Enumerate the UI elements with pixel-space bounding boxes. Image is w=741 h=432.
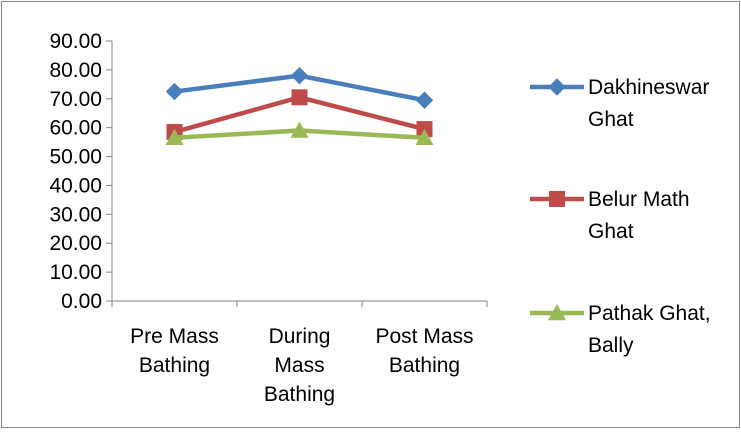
legend-label: Belur Math Ghat [588, 188, 690, 243]
y-axis: 0.00 10.00 20.00 30.00 40.00 50.00 60.00 70.00 8… [49, 30, 113, 313]
y-tick-label: 0.00 [61, 290, 102, 313]
x-tick-label: During Mass Bathing [264, 325, 335, 406]
legend-label-line: Bally [588, 334, 634, 357]
legend-label-line: Ghat [588, 108, 634, 131]
legend-swatch-marker [549, 191, 565, 207]
x-tick-label-line: Bathing [139, 354, 210, 377]
x-tick-label-line: During [269, 325, 331, 348]
data-point-marker [165, 82, 184, 101]
data-point-marker [291, 89, 308, 106]
y-tick-label: 20.00 [49, 232, 102, 255]
series-layer [165, 66, 434, 145]
legend-label-line: Belur Math [588, 188, 690, 211]
data-point-marker [415, 128, 434, 145]
y-tick-label: 50.00 [49, 146, 102, 169]
y-tick-label: 90.00 [49, 30, 102, 53]
data-point-marker [290, 121, 309, 138]
legend-swatch-marker [548, 78, 566, 96]
y-tick-label: 40.00 [49, 174, 102, 197]
series-0 [165, 66, 434, 109]
x-tick-label: Post Mass Bathing [375, 325, 473, 377]
data-point-marker [165, 128, 184, 145]
data-point-marker [290, 66, 309, 85]
legend-item: Dakhineswar Ghat [530, 76, 709, 131]
legend-label-line: Pathak Ghat, [588, 302, 711, 325]
x-tick-label-line: Pre Mass [130, 325, 219, 348]
legend-label-line: Dakhineswar [588, 76, 709, 99]
x-tick-label-line: Mass [274, 354, 324, 377]
series-2 [165, 121, 434, 145]
legend-label-line: Ghat [588, 220, 634, 243]
y-tick-label: 60.00 [49, 117, 102, 140]
legend-swatch-marker [548, 304, 566, 321]
legend-item: Belur Math Ghat [530, 188, 690, 243]
x-tick-label: Pre Mass Bathing [130, 325, 219, 377]
y-tick-label: 30.00 [49, 203, 102, 226]
data-point-marker [415, 91, 434, 109]
x-tick-label-line: Post Mass [375, 325, 473, 348]
legend-label: Dakhineswar Ghat [588, 76, 709, 131]
x-tick-label-line: Bathing [389, 354, 460, 377]
y-tick-label: 70.00 [49, 88, 102, 111]
x-tick-label-line: Bathing [264, 383, 335, 406]
legend: Dakhineswar Ghat Belur Math Ghat Pathak Ghat… [530, 76, 711, 357]
y-tick-label: 80.00 [49, 59, 102, 82]
y-tick-label: 10.00 [49, 261, 102, 284]
line-chart: 0.00 10.00 20.00 30.00 40.00 50.00 60.00 70.00 8… [49, 30, 711, 406]
legend-item: Pathak Ghat, Bally [530, 302, 711, 357]
legend-label: Pathak Ghat, Bally [588, 302, 711, 357]
